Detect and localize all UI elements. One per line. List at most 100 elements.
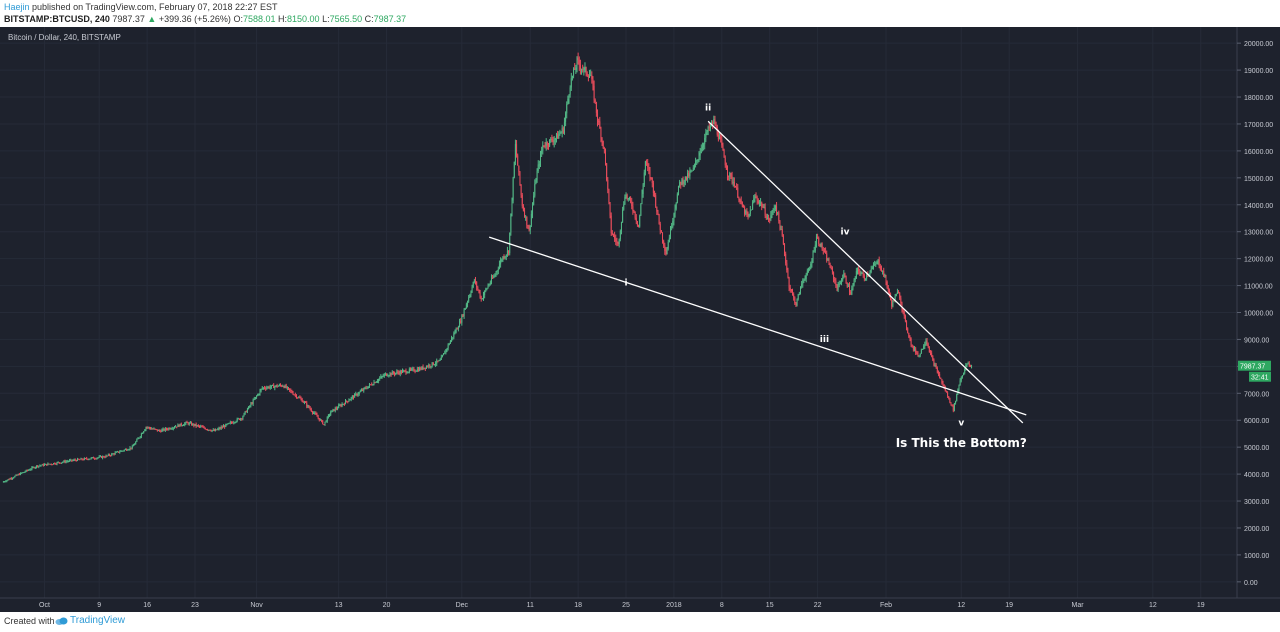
- candle-body: [644, 161, 646, 173]
- author-link[interactable]: Haejin: [4, 2, 30, 12]
- candle-body: [69, 460, 71, 462]
- candle-body: [417, 369, 419, 371]
- time-axis[interactable]: Oct 9 16 23 Nov 13 20 Dec 11 18 25 2018 8 15 22 Feb 12 19…: [39, 602, 1205, 609]
- candle-body: [248, 406, 250, 410]
- candle-body: [519, 171, 521, 185]
- candle-body: [102, 456, 104, 458]
- candle-body: [196, 425, 198, 427]
- candle-body: [308, 405, 310, 408]
- candle-body: [506, 250, 508, 255]
- candle-body: [496, 270, 498, 272]
- last-price-box: [1238, 360, 1271, 371]
- candle-body: [533, 195, 535, 205]
- symbol-name[interactable]: BITSTAMP:BTCUSD, 240: [4, 14, 110, 24]
- candle-body: [633, 210, 635, 212]
- candle-body: [170, 428, 172, 430]
- candle-body: [963, 372, 965, 376]
- candle-body: [581, 69, 583, 71]
- candle-body: [742, 206, 744, 208]
- candle-body: [953, 403, 955, 411]
- candle-body: [895, 293, 897, 297]
- candle-body: [958, 385, 960, 391]
- candle-body: [93, 457, 95, 459]
- candle-body: [605, 148, 607, 164]
- lower-trendline[interactable]: [488, 236, 1027, 416]
- low-value: 7565.50: [329, 14, 363, 24]
- candle-body: [315, 412, 317, 415]
- candle-body: [154, 428, 156, 430]
- candle-body: [249, 405, 251, 407]
- high-label: H:: [278, 14, 288, 24]
- candle-body: [942, 383, 944, 386]
- candle-body: [756, 197, 758, 201]
- candle-body: [129, 447, 131, 450]
- candle-body: [140, 433, 142, 437]
- candle-body: [427, 366, 429, 368]
- candle-body: [482, 294, 484, 299]
- last-price-value: 7987.37: [1240, 364, 1265, 371]
- candle-body: [363, 388, 365, 391]
- candle-body: [553, 139, 555, 143]
- candle-body: [493, 276, 495, 278]
- candle-body: [896, 291, 898, 294]
- candle-body: [575, 67, 577, 70]
- candle-body: [465, 304, 467, 308]
- candle-body: [762, 206, 764, 208]
- candle-body: [355, 393, 357, 395]
- candle-body: [861, 272, 863, 274]
- candle-body: [234, 422, 236, 424]
- candle-body: [859, 271, 861, 274]
- candle-body: [108, 454, 110, 456]
- candle-body: [161, 429, 163, 432]
- candle-body: [430, 366, 432, 368]
- candle-body: [721, 139, 723, 146]
- candle-body: [634, 211, 636, 218]
- candle-body: [655, 195, 657, 207]
- candle-body: [705, 132, 707, 138]
- tradingview-brand-link[interactable]: TradingView: [70, 615, 126, 626]
- candle-body: [368, 384, 370, 387]
- candle-body: [654, 192, 656, 196]
- tradingview-cloud-icon: [55, 617, 68, 625]
- candle-body: [339, 405, 341, 407]
- price-chart[interactable]: Bitcoin / Dollar, 240, BITSTAMP iiiiiiiv…: [0, 27, 1280, 612]
- candle-body: [89, 458, 91, 460]
- candle-body: [278, 384, 280, 386]
- candle-body: [894, 296, 896, 301]
- candle-body: [224, 425, 226, 428]
- candle-body: [693, 165, 695, 168]
- upper-trendline[interactable]: [707, 120, 1024, 424]
- candle-body: [471, 286, 473, 293]
- candle-body: [283, 386, 285, 388]
- candle-body: [371, 384, 373, 386]
- candle-body: [868, 273, 870, 276]
- candle-body: [321, 419, 323, 421]
- candle-body: [183, 425, 185, 427]
- candle-body: [903, 311, 905, 316]
- candle-body: [259, 390, 261, 394]
- candle-body: [561, 128, 563, 133]
- candle-body: [325, 421, 327, 423]
- candle-body: [219, 428, 221, 430]
- candle-body: [333, 409, 335, 411]
- candle-body: [145, 427, 147, 430]
- candle-body: [529, 225, 531, 231]
- candle-body: [886, 281, 888, 288]
- candle-body: [268, 386, 270, 389]
- candle-body: [490, 277, 492, 283]
- candle-body: [776, 206, 778, 213]
- candle-body: [41, 464, 43, 466]
- candle-body: [387, 375, 389, 377]
- candle-body: [443, 353, 445, 356]
- candle-body: [617, 242, 619, 245]
- candle-body: [860, 273, 862, 275]
- candle-body: [731, 175, 733, 182]
- candle-body: [648, 166, 650, 171]
- candle-body: [83, 458, 85, 460]
- candle-body: [583, 67, 585, 70]
- candle-body: [900, 298, 902, 303]
- candle-body: [777, 212, 779, 214]
- candle-body: [237, 418, 239, 420]
- time-tick-label: 25: [622, 602, 630, 609]
- candle-body: [162, 428, 164, 430]
